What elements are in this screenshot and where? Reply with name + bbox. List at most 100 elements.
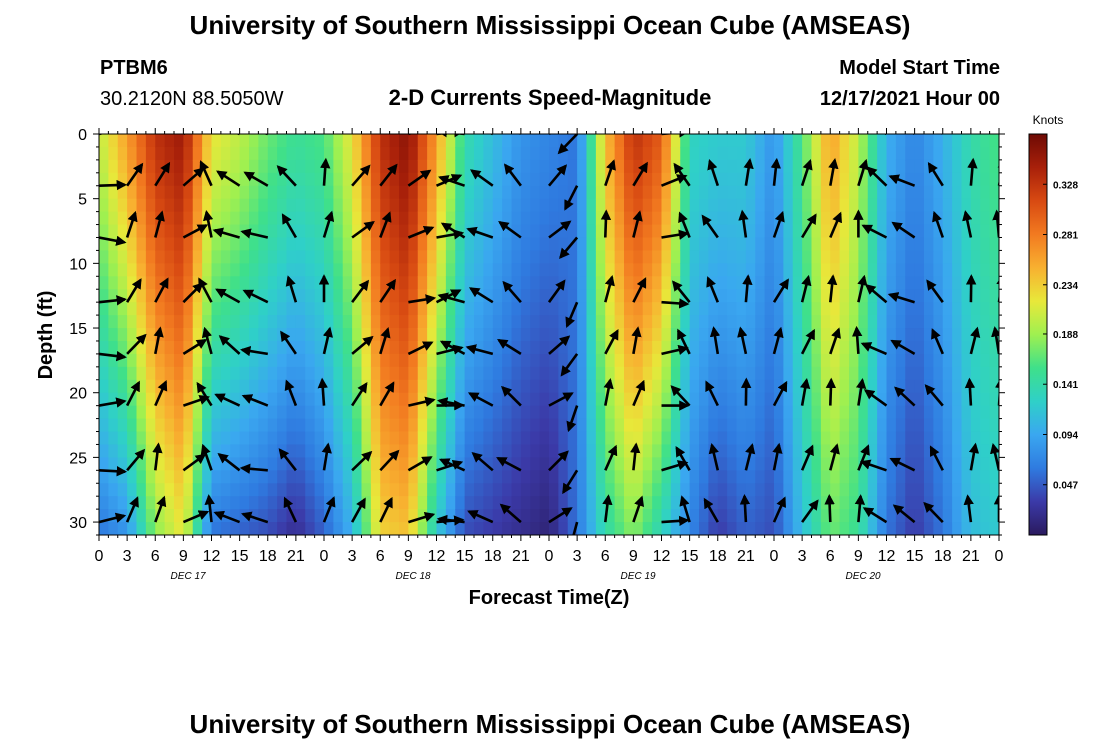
heatmap-cell — [267, 302, 278, 316]
heatmap-cell — [849, 302, 859, 316]
heatmap-cell — [717, 302, 728, 316]
heatmap-cell — [333, 198, 344, 213]
heatmap-cell — [839, 509, 850, 523]
heatmap-cell — [155, 483, 166, 497]
heatmap-cell — [633, 263, 644, 277]
heatmap-cell — [605, 470, 616, 484]
heatmap-cell — [539, 224, 550, 239]
heatmap-cell — [736, 405, 747, 420]
heatmap-cell — [924, 185, 934, 200]
heatmap-cell — [614, 328, 625, 342]
heatmap-cell — [211, 457, 222, 471]
heatmap-cell — [970, 237, 981, 252]
heatmap-cell — [783, 496, 794, 510]
heatmap-cell — [370, 366, 381, 381]
heatmap-cell — [689, 185, 700, 200]
colorbar-tick-label: 0.234 — [1053, 281, 1078, 292]
heatmap-cell — [183, 146, 194, 161]
heatmap-cell — [333, 263, 344, 277]
heatmap-cell — [670, 224, 681, 239]
heatmap-cell — [145, 134, 156, 148]
heatmap-cell — [520, 483, 531, 497]
heatmap-cell — [895, 159, 906, 174]
heatmap-cell — [361, 315, 372, 329]
heatmap-cell — [774, 263, 784, 277]
heatmap-cell — [99, 237, 109, 252]
heatmap-cell — [502, 289, 513, 303]
heatmap-cell — [267, 185, 278, 200]
heatmap-cell — [717, 328, 728, 342]
heatmap-cell — [492, 185, 503, 200]
current-vector-arrow — [125, 278, 142, 303]
current-vector-arrow — [559, 236, 579, 259]
current-vector-arrow — [548, 507, 573, 524]
heatmap-cell — [933, 159, 944, 174]
heatmap-cell — [605, 224, 616, 239]
heatmap-cell — [108, 431, 119, 446]
heatmap-cell — [708, 353, 719, 368]
heatmap-cell — [811, 353, 822, 368]
heatmap-cell — [370, 198, 381, 213]
heatmap-cell — [117, 211, 128, 226]
heatmap-cell — [633, 470, 644, 484]
current-vector-arrow — [99, 512, 127, 524]
heatmap-cell — [464, 431, 475, 446]
heatmap-cell — [549, 496, 559, 510]
heatmap-cell — [295, 237, 306, 252]
heatmap-cell — [717, 185, 728, 200]
heatmap-cell — [239, 353, 250, 368]
heatmap-cell — [183, 496, 194, 510]
heatmap-cell — [220, 483, 231, 497]
heatmap-cell — [286, 353, 297, 368]
heatmap-cell — [530, 146, 541, 161]
heatmap-cell — [595, 146, 606, 161]
current-vector-arrow — [497, 338, 522, 356]
heatmap-cell — [239, 483, 250, 497]
heatmap-cell — [549, 509, 559, 523]
heatmap-cell — [558, 470, 569, 484]
heatmap-cell — [230, 211, 241, 226]
heatmap-cell — [399, 276, 409, 290]
heatmap-cell — [408, 392, 419, 407]
heatmap-cell — [352, 444, 363, 458]
x-tick-label: 12 — [428, 548, 446, 565]
heatmap-cell — [792, 276, 803, 290]
heatmap-cell — [839, 134, 850, 148]
heatmap-cell — [661, 146, 672, 161]
heatmap-cell — [970, 263, 981, 277]
heatmap-cell — [314, 211, 325, 226]
current-vector-arrow — [196, 381, 213, 407]
heatmap-cell — [474, 418, 484, 433]
heatmap-cell — [755, 302, 766, 316]
heatmap-cell — [792, 237, 803, 252]
heatmap-cell — [689, 146, 700, 161]
heatmap-cell — [145, 185, 156, 200]
heatmap-cell — [408, 159, 419, 174]
heatmap-cell — [361, 392, 372, 407]
heatmap-cell — [455, 522, 466, 535]
heatmap-cell — [952, 224, 963, 239]
heatmap-cell — [661, 224, 672, 239]
heatmap-cell — [577, 198, 588, 213]
heatmap-cell — [661, 522, 672, 535]
heatmap-cell — [961, 522, 972, 535]
heatmap-cell — [614, 263, 625, 277]
heatmap-cell — [858, 431, 869, 446]
heatmap-cell — [127, 263, 138, 277]
heatmap-cell — [839, 302, 850, 316]
heatmap-cell — [792, 392, 803, 407]
heatmap-cell — [399, 211, 409, 226]
heatmap-cell — [942, 353, 953, 368]
heatmap-cell — [586, 379, 597, 394]
heatmap-cell — [370, 353, 381, 368]
heatmap-cell — [417, 276, 428, 290]
heatmap-cell — [727, 172, 738, 187]
current-vector-arrow — [99, 235, 127, 246]
heatmap-cell — [952, 392, 963, 407]
heatmap-cell — [305, 289, 316, 303]
heatmap-cell — [474, 302, 484, 316]
heatmap-cell — [867, 146, 878, 161]
heatmap-cell — [408, 224, 419, 239]
heatmap-cell — [220, 496, 231, 510]
heatmap-cell — [595, 263, 606, 277]
